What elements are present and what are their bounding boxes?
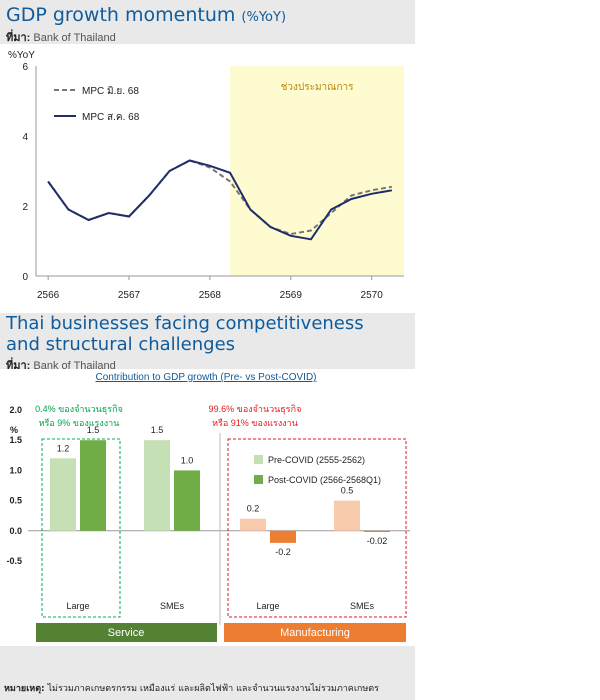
bar xyxy=(174,470,200,531)
bar xyxy=(334,500,360,531)
legend-swatch xyxy=(254,475,263,484)
footnote-label: หมายเหตุ: xyxy=(4,684,45,694)
bar-value-label: -0.02 xyxy=(367,536,388,546)
title-main: GDP growth momentum xyxy=(6,4,236,26)
bar xyxy=(50,458,76,531)
bar-value-label: 1.2 xyxy=(57,443,70,453)
manufacturing-note-1: 99.6% ของจำนวนธุรกิจ xyxy=(209,404,302,415)
y-tick-label: 4 xyxy=(22,132,28,143)
x-tick-label: 2566 xyxy=(37,290,60,301)
source-label: ที่มา: xyxy=(6,32,31,44)
x-tick-label: 2567 xyxy=(118,290,141,301)
footnote-text: ไม่รวมภาคเกษตรกรรม เหมืองแร่ และผลิตไฟฟ้… xyxy=(47,684,379,694)
manufacturing-sector-bar xyxy=(224,623,406,642)
title-line-2: and structural challenges xyxy=(6,334,236,355)
legend-label: Pre-COVID (2555-2562) xyxy=(268,455,365,465)
service-note-2: หรือ 9% ของแรงงาน xyxy=(39,418,120,428)
x-tick-label: 2570 xyxy=(361,290,384,301)
series-line-mpc-aug xyxy=(47,159,393,241)
legend-label: MPC ส.ค. 68 xyxy=(82,112,140,123)
bar xyxy=(80,440,106,531)
manufacturing-highlight-box xyxy=(227,438,407,618)
y-tick-label: 0.5 xyxy=(9,496,22,506)
x-tick-label: 2569 xyxy=(280,290,303,301)
title-unit: (%YoY) xyxy=(241,10,287,25)
bar xyxy=(144,440,170,531)
y-tick-label: 0.0 xyxy=(9,526,22,536)
category-label: Large xyxy=(66,601,89,611)
contribution-bar-chart: Contribution to GDP growth (Pre- vs Post… xyxy=(0,369,415,646)
panel-title: GDP growth momentum (%YoY) xyxy=(6,4,286,26)
line-chart-body: ช่วงประมาณการ 0 2 4 6 2566 2567 2568 2569 2570 MPC… xyxy=(22,62,404,301)
source-text: Bank of Thailand xyxy=(33,32,116,44)
category-label: SMEs xyxy=(350,601,375,611)
legend-label: Post-COVID (2566-2568Q1) xyxy=(268,475,381,485)
manufacturing-note-2: หรือ 91% ของแรงงาน xyxy=(212,418,298,428)
bar-value-label: -0.2 xyxy=(275,547,291,557)
y-tick-label: 0 xyxy=(22,272,28,283)
bar-value-label: 0.2 xyxy=(247,504,260,514)
manufacturing-sector-label: Manufacturing xyxy=(280,627,350,639)
y-tick-label: 6 xyxy=(22,62,28,73)
category-label: SMEs xyxy=(160,601,185,611)
bar xyxy=(240,518,266,531)
service-highlight-box xyxy=(41,438,121,618)
y-tick-label: 1.0 xyxy=(9,465,22,475)
legend-swatch xyxy=(254,455,263,464)
gdp-panel: GDP growth momentum (%YoY) ที่มา: Bank o… xyxy=(0,0,415,313)
y-axis-label: %YoY xyxy=(8,50,35,61)
business-panel: Thai businesses facing competitiveness a… xyxy=(0,313,415,700)
panel-title: Thai businesses facing competitiveness a… xyxy=(6,313,364,355)
title-line-1: Thai businesses facing competitiveness xyxy=(6,313,364,334)
bar-value-label: 1.5 xyxy=(151,425,164,435)
forecast-label: ช่วงประมาณการ xyxy=(281,82,355,93)
chart-title: Contribution to GDP growth (Pre- vs Post… xyxy=(96,372,317,383)
bar-value-label: 1.0 xyxy=(181,455,194,465)
y-tick-label: 2 xyxy=(22,202,28,213)
y-tick-label: -0.5 xyxy=(6,556,22,566)
source-line: ที่มา: Bank of Thailand xyxy=(6,28,116,46)
footnote: หมายเหตุ: ไม่รวมภาคเกษตรกรรม เหมืองแร่ แ… xyxy=(4,681,379,695)
service-note-1: 0.4% ของจำนวนธุรกิจ xyxy=(35,404,123,415)
y-axis-label: % xyxy=(10,425,18,435)
legend-label: MPC มิ.ย. 68 xyxy=(82,86,139,97)
bar-chart-body: -0.5 0.0 0.5 1.0 1.5 2.0 1.2 1.5 Large 1.5 1.0 SMEs… xyxy=(6,405,410,642)
service-sector-bar xyxy=(36,623,217,642)
category-label: Large xyxy=(256,601,279,611)
y-tick-label: 2.0 xyxy=(9,405,22,415)
bar-value-label: 0.5 xyxy=(341,486,354,496)
bar-value-label: 1.5 xyxy=(87,425,100,435)
y-tick-label: 1.5 xyxy=(9,435,22,445)
service-sector-label: Service xyxy=(108,627,145,639)
x-tick-label: 2568 xyxy=(199,290,222,301)
forecast-region xyxy=(230,66,404,276)
bar xyxy=(270,530,296,543)
gdp-line-chart: ช่วงประมาณการ 0 2 4 6 2566 2567 2568 2569 2570 MPC… xyxy=(0,44,415,313)
bar xyxy=(364,530,390,533)
